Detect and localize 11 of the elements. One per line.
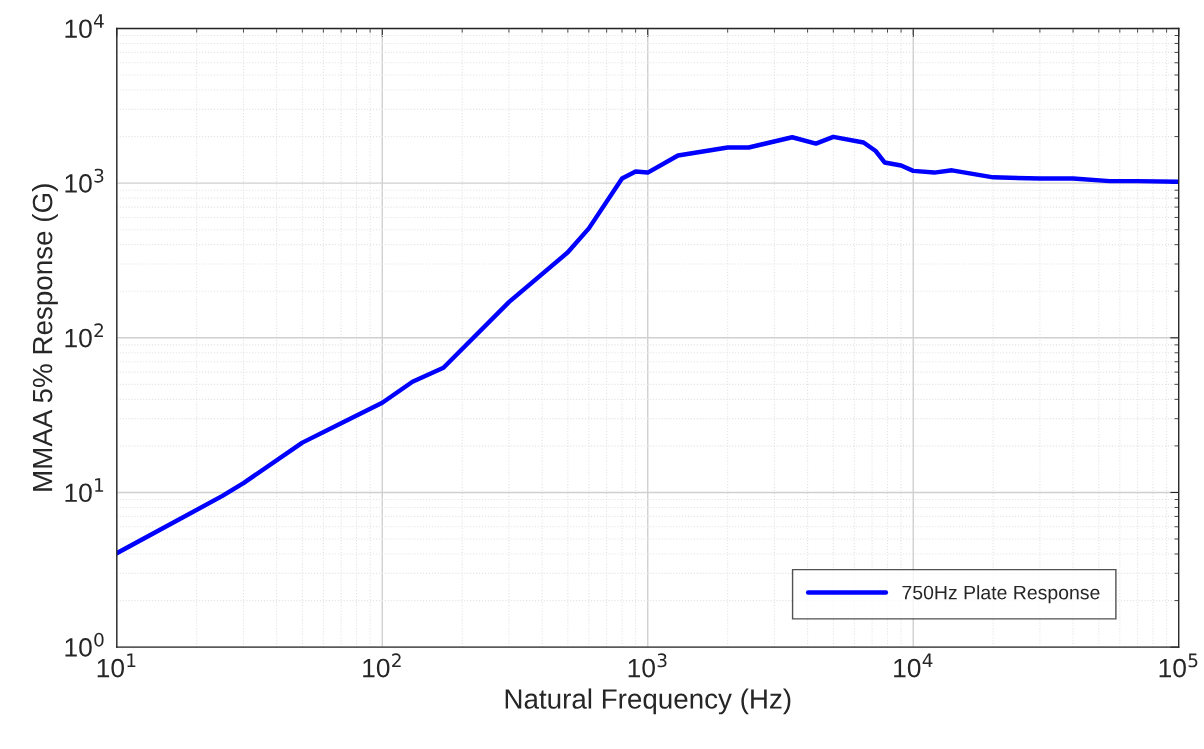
x-tick-label: 10$^{3}$ — [628, 653, 667, 678]
y-axis-title: MMAA 5% Response (G) — [32, 184, 58, 491]
y-tick-label: 10$^{4}$ — [65, 14, 104, 39]
y-tick-label: 10$^{2}$ — [65, 323, 103, 348]
x-tick-label: 10$^{4}$ — [894, 653, 933, 678]
y-tick-label: 10$^{1}$ — [65, 478, 104, 503]
x-axis-title: Natural Frequency (Hz) — [505, 688, 791, 715]
x-tick-label: 10$^{5}$ — [1159, 653, 1198, 678]
x-tick-label: 10$^{2}$ — [363, 653, 401, 678]
legend-label: 750Hz Plate Response — [902, 585, 1100, 604]
y-tick-label: 10$^{3}$ — [65, 168, 104, 193]
